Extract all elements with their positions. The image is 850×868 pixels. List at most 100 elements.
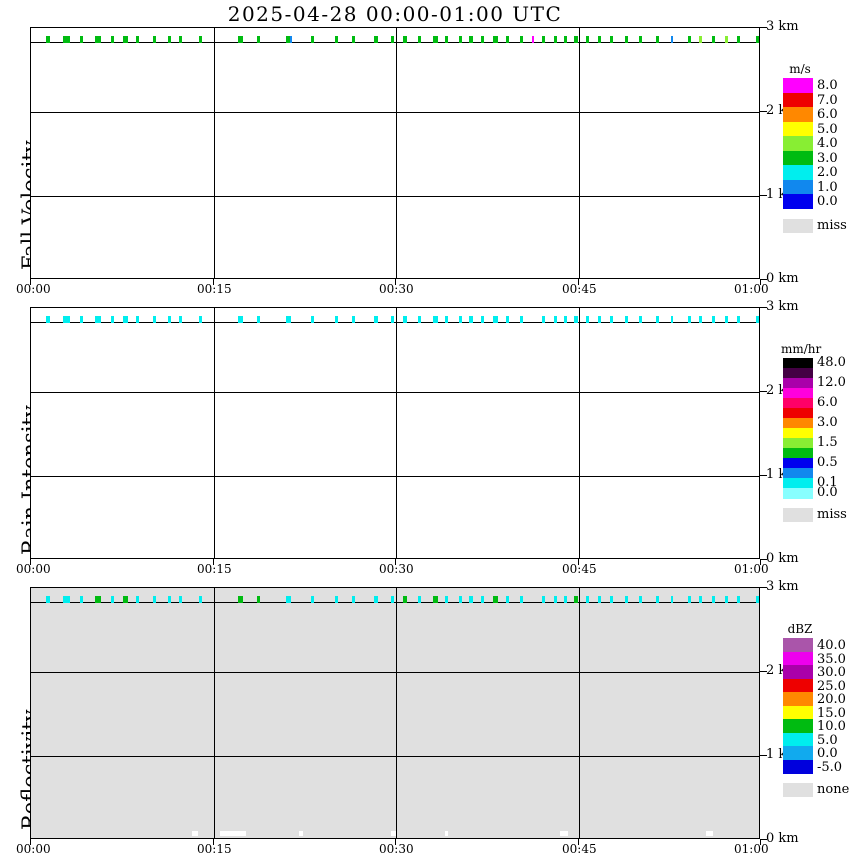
data-cell <box>418 596 421 603</box>
data-cell <box>445 316 448 323</box>
data-cell <box>574 316 578 323</box>
data-cell <box>725 36 728 43</box>
colorbar-band <box>783 107 813 123</box>
plot-area-rain-intensity[interactable] <box>30 307 760 559</box>
x-axis-tick <box>30 839 31 845</box>
data-cell <box>374 596 378 603</box>
data-cell <box>586 596 589 603</box>
colorbar-tick-label: 0.5 <box>817 455 838 470</box>
gridline-horizontal <box>31 392 759 393</box>
data-cell <box>699 36 702 43</box>
data-cell <box>123 316 128 323</box>
data-cell <box>481 596 484 603</box>
data-cell <box>46 316 50 323</box>
colorbar-band <box>783 651 813 666</box>
colorbar-tick-label: 4.0 <box>817 136 838 151</box>
colorbar-band <box>783 136 813 152</box>
gridline-vertical <box>579 28 580 278</box>
colorbar-band <box>783 428 813 439</box>
data-cell <box>123 36 128 43</box>
x-axis-tick <box>395 279 396 285</box>
data-cell <box>737 36 740 43</box>
x-axis-label: 00:00 <box>16 842 51 856</box>
colorbar-band <box>783 438 813 449</box>
colorbar-band <box>783 692 813 707</box>
gridline-vertical <box>214 28 215 278</box>
plot-area-fall-velocity[interactable] <box>30 27 760 279</box>
x-axis-tick <box>213 559 214 565</box>
data-cell <box>418 316 421 323</box>
data-cell <box>257 596 260 603</box>
x-axis-label: 00:00 <box>16 562 51 576</box>
x-axis-tick <box>30 559 31 565</box>
gridline-horizontal <box>31 756 759 757</box>
gridline-vertical <box>396 28 397 278</box>
colorbar-tick-label: 10.0 <box>817 719 846 734</box>
no-data-sliver <box>560 831 568 836</box>
colorbar-band <box>783 388 813 399</box>
colorbar-tick-label: 20.0 <box>817 692 846 707</box>
data-cell <box>391 36 394 43</box>
gridline-horizontal <box>31 602 759 603</box>
data-cell <box>153 36 156 43</box>
colorbar-tick-label: 40.0 <box>817 638 846 653</box>
colorbar-tick-label: 3.0 <box>817 415 838 430</box>
data-cell <box>433 36 438 43</box>
data-cell <box>481 316 484 323</box>
y-axis-label: 3 km <box>766 299 799 314</box>
data-cell <box>46 36 50 43</box>
data-cell <box>656 596 659 603</box>
colorbar-missing-swatch <box>783 508 813 522</box>
data-cell <box>625 316 628 323</box>
gridline-vertical <box>396 308 397 558</box>
colorbar-band <box>783 150 813 166</box>
y-axis-tick <box>760 839 767 840</box>
colorbar-band <box>783 418 813 429</box>
data-cell <box>179 316 182 323</box>
data-cell <box>712 316 715 323</box>
y-axis-tick <box>760 559 767 560</box>
x-axis-label: 01:00 <box>734 562 769 576</box>
colorbar-tick-label: 3.0 <box>817 150 838 166</box>
data-cell <box>290 36 292 43</box>
no-data-sliver <box>299 831 303 836</box>
data-cell <box>311 596 314 603</box>
colorbar-band <box>783 121 813 137</box>
x-axis-label: 00:15 <box>197 562 232 576</box>
gridline-horizontal <box>31 476 759 477</box>
colorbar-band <box>783 678 813 693</box>
colorbar-band <box>783 665 813 680</box>
colorbar-tick-label: 0.0 <box>817 485 838 500</box>
x-axis-label: 00:45 <box>562 842 597 856</box>
data-cell <box>469 36 473 43</box>
colorbar-tick-label: 8.0 <box>817 78 838 93</box>
colorbar-band <box>783 398 813 409</box>
data-cell <box>374 36 378 43</box>
x-axis-label: 00:30 <box>379 842 414 856</box>
data-cell <box>80 316 83 323</box>
data-cell <box>520 596 523 603</box>
x-axis-label: 00:15 <box>197 842 232 856</box>
colorbar-tick-label: 6.0 <box>817 107 838 122</box>
plot-area-reflectivity[interactable] <box>30 587 760 839</box>
colorbar-missing-label: miss <box>817 507 847 522</box>
data-cell <box>725 596 728 603</box>
data-cell <box>199 316 202 323</box>
data-cell <box>610 596 613 603</box>
colorbar-band <box>783 478 813 489</box>
data-cell <box>469 596 473 603</box>
data-cell <box>168 316 171 323</box>
data-cell <box>712 36 715 43</box>
x-axis-label: 00:15 <box>197 282 232 296</box>
data-cell <box>179 36 182 43</box>
data-cell <box>238 36 243 43</box>
data-cell <box>311 316 314 323</box>
data-cell <box>95 36 101 43</box>
data-cell <box>352 316 355 323</box>
x-axis-tick <box>213 839 214 845</box>
data-cell <box>335 36 338 43</box>
data-cell <box>80 596 83 603</box>
data-cell <box>459 596 462 603</box>
y-axis-tick <box>760 307 767 308</box>
colorbar-band <box>783 408 813 419</box>
